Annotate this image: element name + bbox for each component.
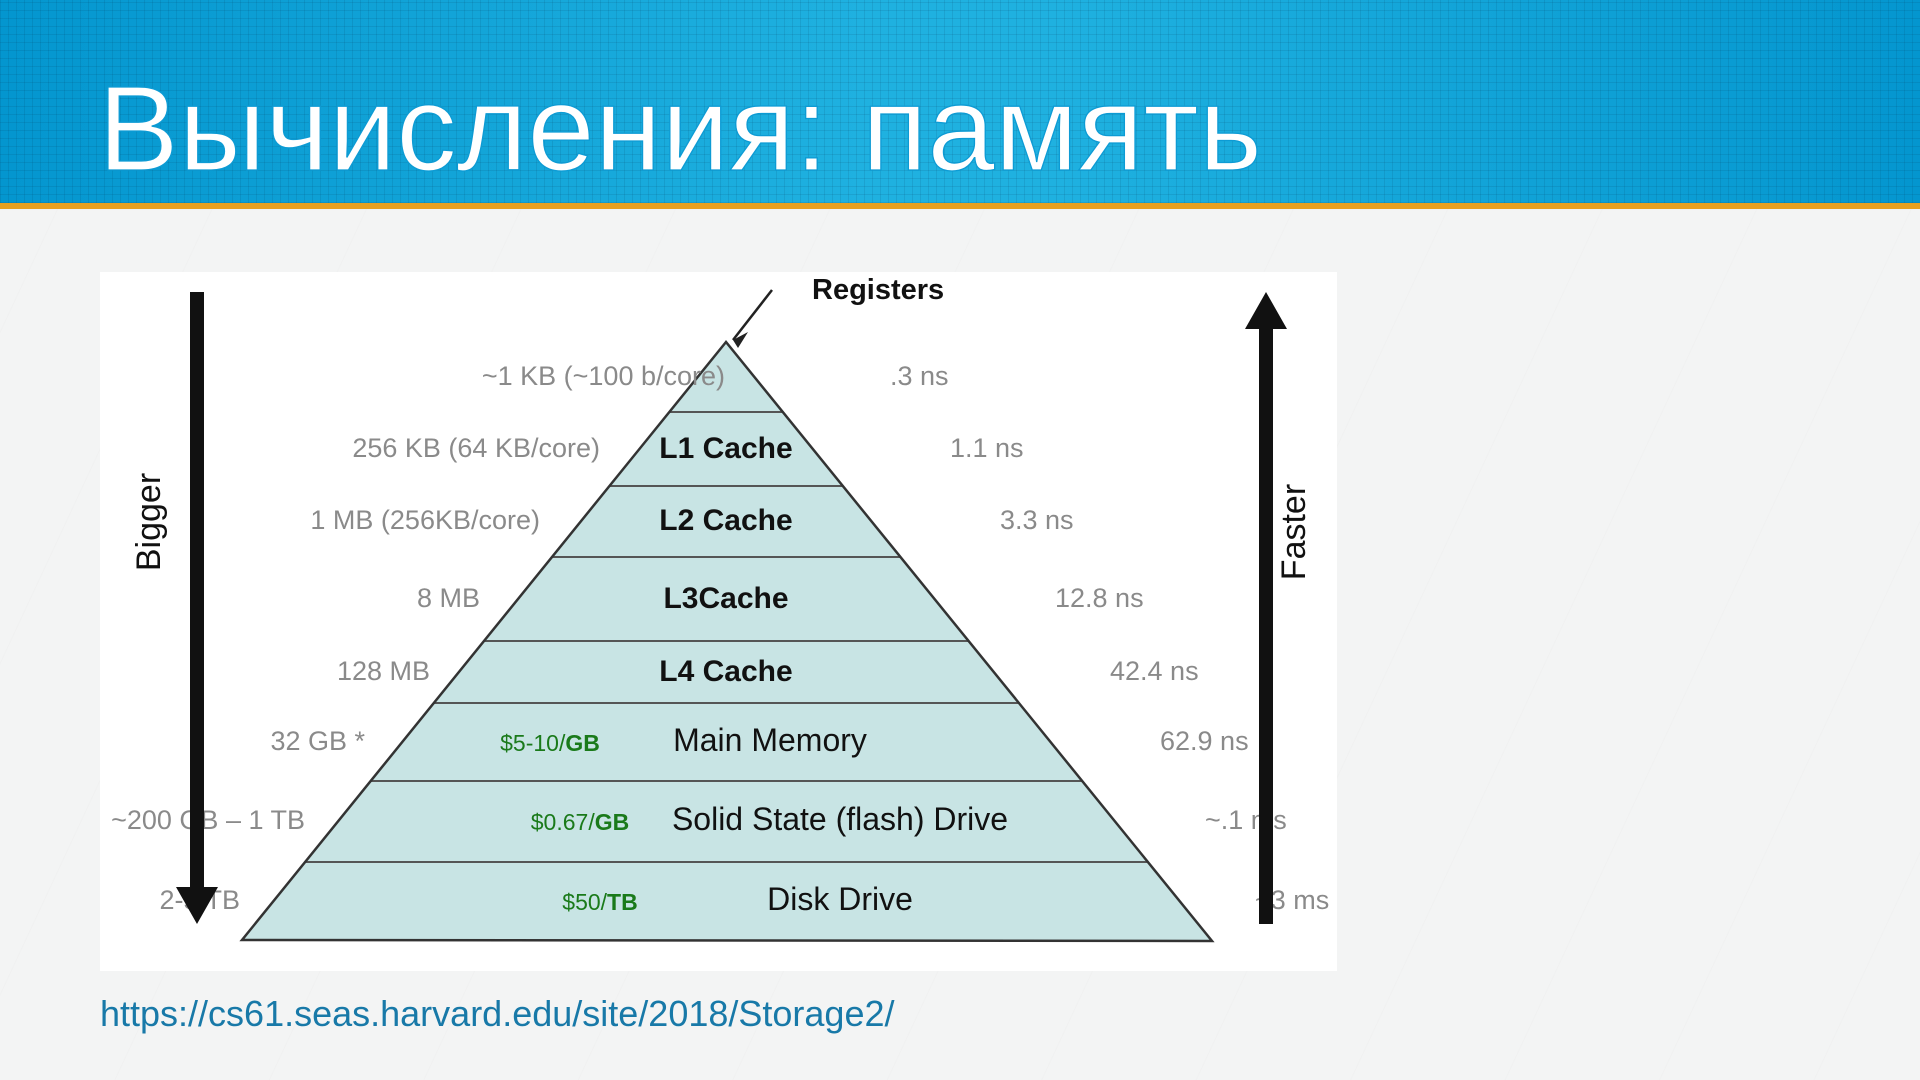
svg-text:Faster: Faster	[1275, 484, 1313, 580]
svg-text:.3 ns: .3 ns	[890, 361, 949, 391]
svg-text:12.8 ns: 12.8 ns	[1055, 583, 1144, 613]
svg-text:$0.67/GB: $0.67/GB	[531, 809, 629, 835]
svg-text:L1 Cache: L1 Cache	[659, 432, 792, 465]
svg-text:256 KB (64 KB/core): 256 KB (64 KB/core)	[352, 433, 600, 463]
svg-text:3.3 ns: 3.3 ns	[1000, 505, 1074, 535]
svg-text:$50/TB: $50/TB	[562, 889, 637, 915]
svg-text:62.9 ns: 62.9 ns	[1160, 726, 1249, 756]
svg-text:42.4 ns: 42.4 ns	[1110, 656, 1199, 686]
svg-text:$5-10/GB: $5-10/GB	[500, 730, 600, 756]
svg-text:Disk Drive: Disk Drive	[767, 881, 913, 917]
svg-text:1 MB (256KB/core): 1 MB (256KB/core)	[310, 505, 540, 535]
svg-text:L2 Cache: L2 Cache	[659, 504, 792, 537]
svg-text:L3Cache: L3Cache	[663, 582, 788, 615]
svg-text:~1 KB (~100 b/core): ~1 KB (~100 b/core)	[482, 361, 725, 391]
svg-text:32 GB *: 32 GB *	[270, 726, 365, 756]
svg-text:8 MB: 8 MB	[417, 583, 480, 613]
svg-text:Main Memory: Main Memory	[673, 722, 867, 758]
svg-text:Bigger: Bigger	[130, 473, 168, 571]
svg-text:1.1 ns: 1.1 ns	[950, 433, 1024, 463]
svg-text:Solid State (flash) Drive: Solid State (flash) Drive	[672, 801, 1008, 837]
svg-text:128 MB: 128 MB	[337, 656, 430, 686]
svg-text:Registers: Registers	[812, 274, 944, 306]
svg-text:~200 GB – 1 TB: ~200 GB – 1 TB	[111, 805, 305, 835]
svg-text:L4 Cache: L4 Cache	[659, 655, 792, 688]
svg-text:~.1 ms: ~.1 ms	[1205, 805, 1287, 835]
